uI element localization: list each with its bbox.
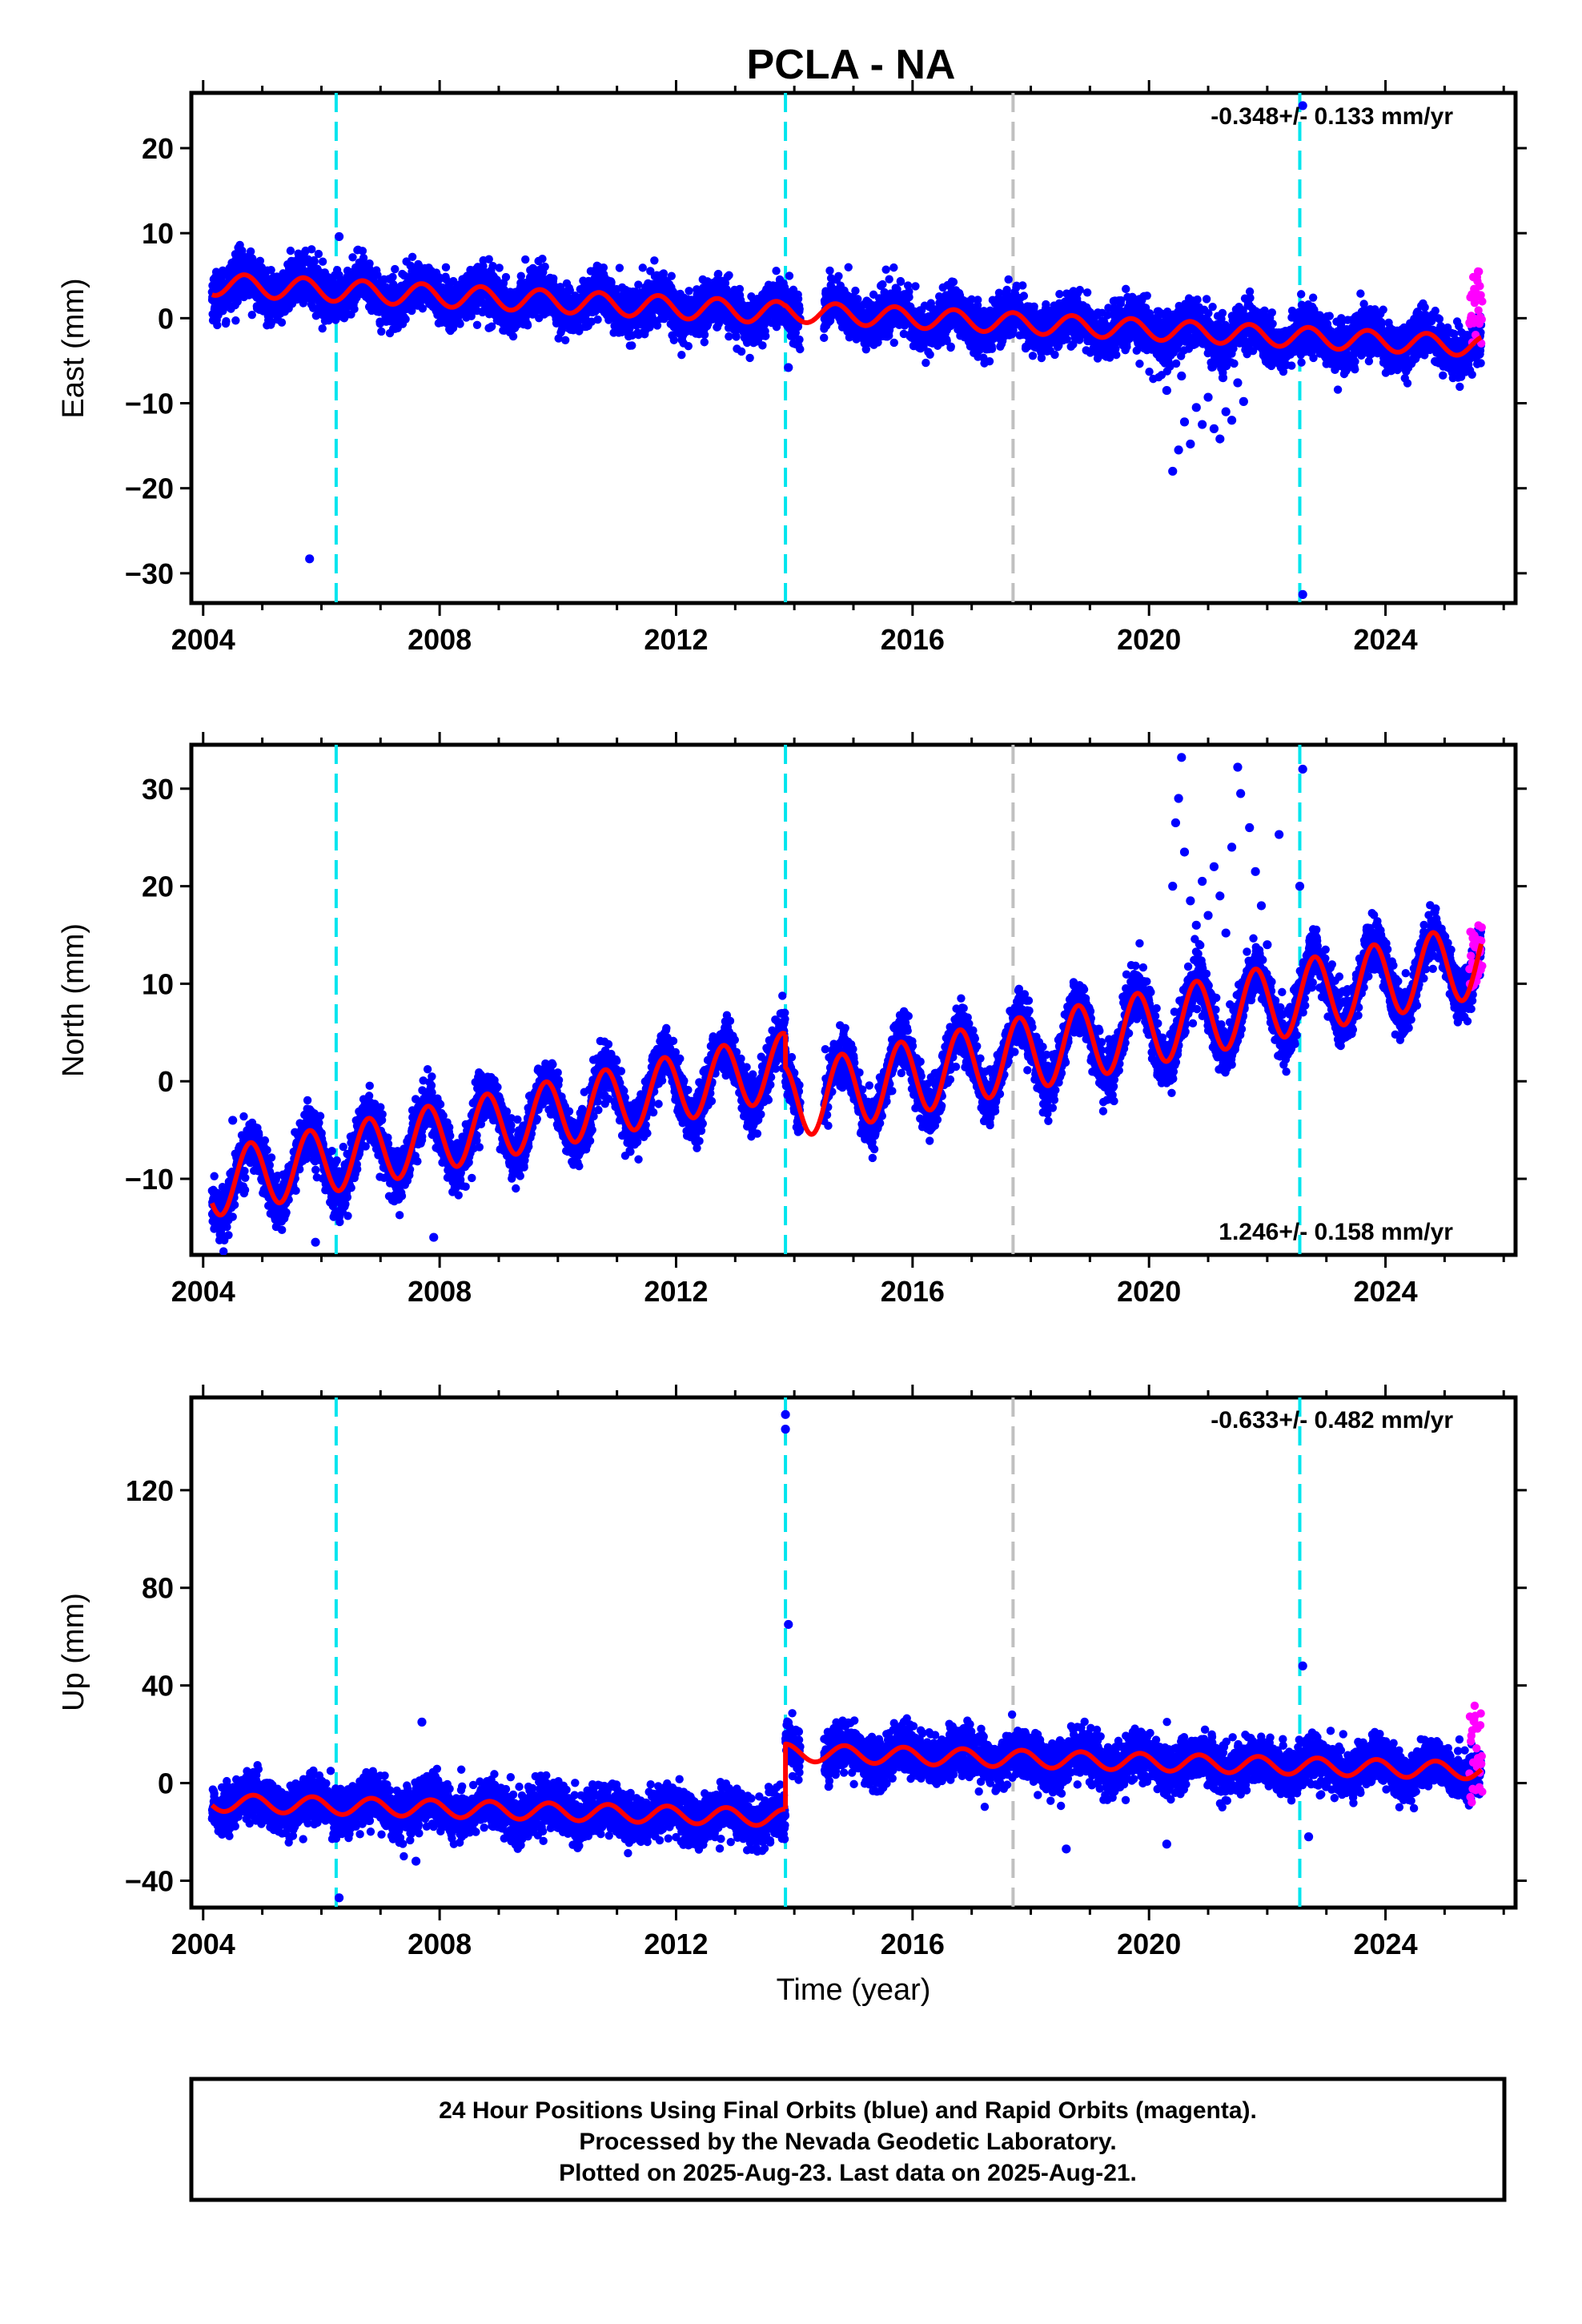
east-data-point [307, 245, 316, 254]
east-data-point [881, 265, 890, 274]
east-data-point [1004, 275, 1013, 284]
east-data-point [725, 271, 733, 279]
east-data-point [593, 315, 602, 324]
east-data-point [795, 335, 804, 344]
east-plot-area [207, 93, 1487, 603]
east-data-point [607, 278, 616, 287]
east-data-point [456, 320, 464, 328]
east-data-point [318, 257, 327, 266]
east-data-point [667, 271, 676, 280]
east-data-point [401, 315, 410, 324]
east-data-point [825, 266, 834, 275]
east-data-point [974, 296, 982, 304]
east-data-point [853, 295, 862, 304]
east-data-point [246, 247, 255, 256]
east-data-point [700, 338, 709, 347]
east-data-point [926, 350, 934, 359]
east-data-point [820, 333, 829, 343]
east-data-point [508, 332, 518, 341]
east-data-point [348, 253, 357, 262]
east-data-point [523, 321, 532, 330]
east-data-point [946, 342, 955, 352]
east-data-point [299, 299, 308, 308]
east-data-point [501, 272, 511, 282]
east-data-point [267, 265, 275, 275]
east-data-point [365, 259, 374, 268]
east-data-point [310, 257, 319, 266]
east-data-point [219, 307, 227, 316]
east-data-point [785, 271, 794, 280]
east-data-point [987, 344, 997, 353]
east-data-point [1018, 281, 1027, 290]
east-data-point [560, 336, 570, 344]
east-data-point [222, 317, 231, 326]
east-data-point [1028, 352, 1038, 360]
east-data-point [549, 274, 558, 283]
east-data-point [650, 256, 659, 265]
east-data-point [685, 287, 693, 296]
east-data-point [408, 252, 417, 261]
east-data-point [745, 353, 754, 363]
east-data-point [441, 263, 451, 272]
east-data-point [949, 277, 958, 287]
east-data-point [521, 255, 530, 264]
east-data-point [638, 263, 647, 272]
east-data-point [737, 347, 746, 356]
east-data-point [889, 338, 898, 348]
east-data-point [495, 263, 504, 272]
east-data-point [314, 249, 323, 259]
east-data-point [1019, 292, 1029, 300]
east-data-point [358, 247, 367, 255]
east-data-point [684, 341, 693, 351]
east-data-point [761, 332, 770, 340]
east-data-point [213, 320, 222, 330]
east-data-point [1037, 353, 1046, 363]
east-data-point [540, 262, 549, 271]
east-data-point [231, 316, 240, 325]
east-data-point [834, 271, 843, 281]
east-data-point [247, 254, 257, 263]
east-data-point [628, 341, 636, 350]
east-data-point [255, 256, 265, 265]
east-data-point [878, 279, 887, 289]
east-data-point [796, 344, 805, 354]
east-data-point [844, 263, 853, 271]
east-data-point [985, 356, 994, 366]
east-data-point [700, 330, 709, 340]
east-data-point [772, 266, 781, 275]
east-data-point [318, 324, 327, 333]
east-data-point [851, 286, 860, 296]
east-data-point [472, 320, 482, 329]
east-data-point [418, 304, 428, 313]
east-data-point [758, 341, 767, 350]
east-data-point [677, 351, 686, 360]
east-data-point [921, 358, 930, 368]
east-data-point [615, 263, 624, 272]
east-data-point [388, 272, 397, 282]
east-data-point [885, 275, 893, 283]
east-data-point [896, 277, 905, 287]
east-data-point [911, 282, 920, 291]
east-final-orbit-points [207, 101, 1486, 599]
east-data-point [516, 271, 525, 280]
east-data-point [247, 310, 256, 320]
east-data-point [669, 336, 679, 344]
east-data-point [350, 304, 359, 314]
east-data-point [286, 246, 295, 255]
east-data-point [538, 255, 547, 263]
east-data-point [795, 304, 804, 314]
east-data-point [889, 263, 898, 272]
east-data-point [377, 327, 386, 336]
east-data-point [391, 264, 400, 274]
figure-title: PCLA - NA [747, 42, 956, 88]
east-data-point [634, 280, 643, 289]
east-data-point [905, 292, 913, 302]
east-data-point [277, 318, 287, 327]
